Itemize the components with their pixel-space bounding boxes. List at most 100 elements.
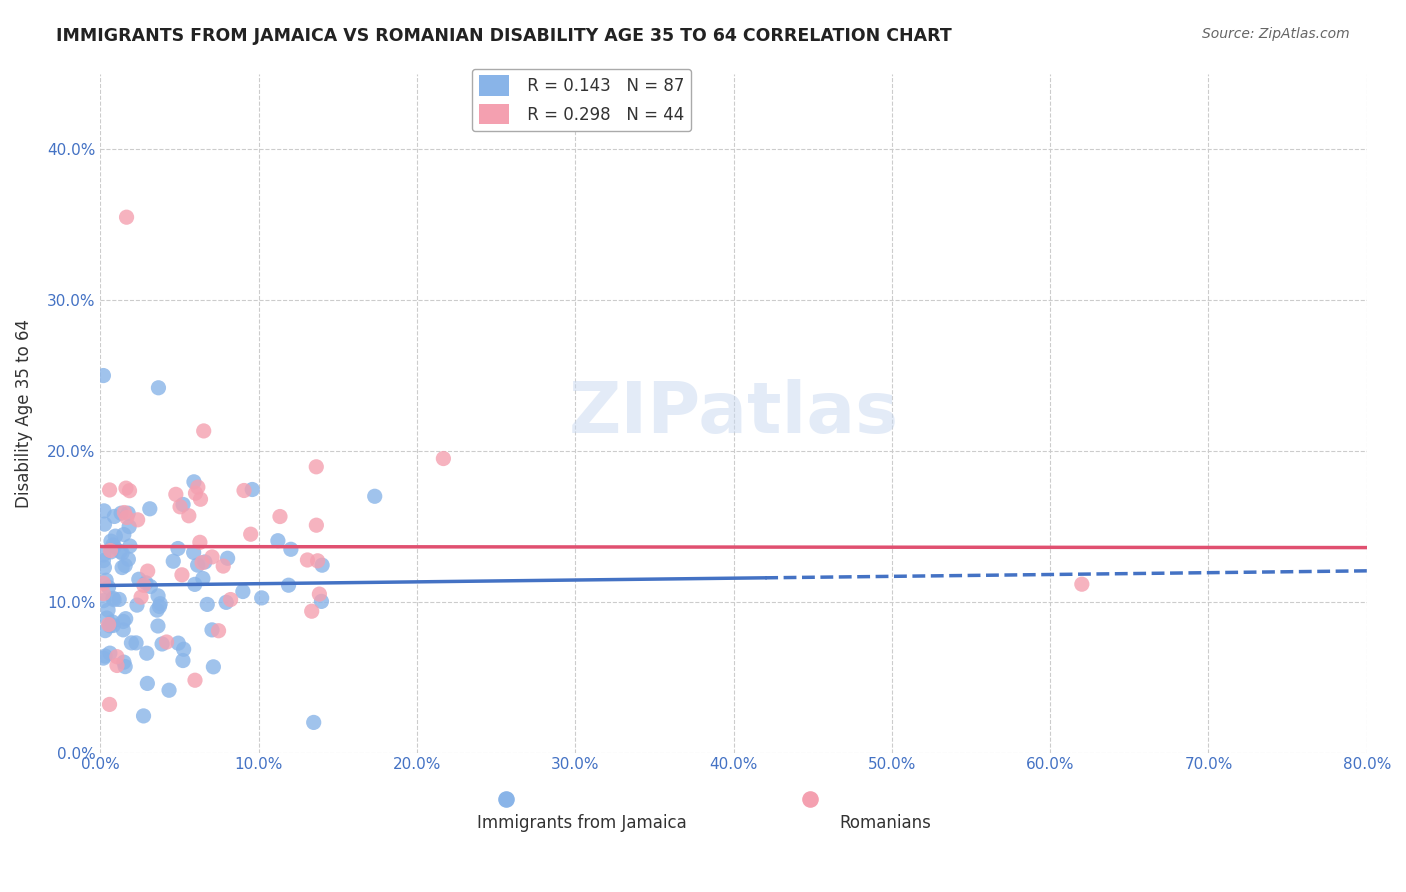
- Point: [97, 603, 120, 617]
- Point: [112, 623, 135, 637]
- Point: [149, 597, 172, 611]
- Point: [280, 542, 302, 557]
- Point: [93, 517, 115, 532]
- Point: [167, 636, 190, 650]
- Point: [305, 518, 328, 533]
- Point: [207, 624, 229, 638]
- Point: [136, 564, 159, 578]
- Point: [103, 540, 125, 554]
- Point: [187, 558, 209, 573]
- Point: [98, 646, 121, 660]
- Point: [118, 539, 141, 553]
- Point: [195, 598, 218, 612]
- Point: [132, 709, 155, 723]
- Point: [93, 576, 115, 591]
- Point: [217, 551, 239, 566]
- Point: [183, 545, 205, 559]
- Point: [118, 519, 141, 533]
- Point: [183, 475, 205, 489]
- Point: [150, 637, 173, 651]
- Point: [146, 619, 169, 633]
- Point: [93, 593, 115, 607]
- Point: [105, 649, 128, 664]
- Point: [297, 553, 319, 567]
- Point: [98, 698, 121, 712]
- Point: [117, 552, 139, 566]
- Point: [184, 577, 207, 591]
- Point: [162, 554, 184, 568]
- Point: [103, 592, 125, 607]
- Point: [148, 599, 170, 614]
- Point: [188, 535, 211, 549]
- Text: Source: ZipAtlas.com: Source: ZipAtlas.com: [1202, 27, 1350, 41]
- Point: [307, 554, 329, 568]
- Point: [146, 603, 169, 617]
- Point: [432, 451, 454, 466]
- Legend:  R = 0.143   N = 87,  R = 0.298   N = 44: R = 0.143 N = 87, R = 0.298 N = 44: [472, 69, 692, 131]
- Point: [190, 492, 212, 507]
- Point: [157, 683, 180, 698]
- Point: [128, 572, 150, 586]
- Point: [93, 368, 115, 383]
- Point: [105, 658, 128, 673]
- Point: [170, 567, 193, 582]
- Point: [201, 549, 224, 564]
- Point: [93, 587, 115, 601]
- Point: [177, 508, 200, 523]
- Point: [184, 673, 207, 688]
- Point: [187, 480, 209, 494]
- Point: [277, 578, 299, 592]
- Point: [115, 510, 138, 524]
- Point: [100, 534, 122, 549]
- Point: [155, 635, 177, 649]
- Point: [269, 509, 291, 524]
- Point: [148, 381, 170, 395]
- Point: [212, 559, 235, 574]
- Point: [112, 615, 135, 629]
- Point: [136, 676, 159, 690]
- Point: [100, 543, 122, 558]
- Text: Immigrants from Jamaica: Immigrants from Jamaica: [477, 814, 686, 831]
- Point: [139, 580, 162, 594]
- Point: [117, 506, 139, 520]
- Point: [191, 556, 214, 570]
- Point: [250, 591, 273, 605]
- Point: [240, 483, 263, 497]
- Point: [114, 558, 136, 573]
- Point: [108, 592, 131, 607]
- Point: [111, 560, 134, 574]
- Point: [93, 651, 115, 665]
- Point: [184, 486, 207, 500]
- Point: [191, 572, 214, 586]
- Point: [101, 538, 124, 552]
- Point: [172, 654, 194, 668]
- Point: [115, 210, 138, 224]
- Point: [118, 483, 141, 498]
- Point: [135, 575, 157, 590]
- Point: [308, 587, 330, 601]
- Point: [97, 617, 120, 632]
- Point: [127, 513, 149, 527]
- Point: [112, 655, 135, 669]
- Point: [112, 527, 135, 541]
- Point: [101, 615, 124, 629]
- Point: [301, 604, 323, 618]
- Point: [194, 555, 217, 569]
- Point: [172, 498, 194, 512]
- Point: [114, 612, 136, 626]
- Point: [103, 509, 125, 524]
- Point: [232, 584, 254, 599]
- Point: [976, 848, 998, 863]
- Point: [120, 636, 142, 650]
- Point: [173, 642, 195, 657]
- Point: [135, 646, 157, 660]
- Point: [104, 529, 127, 543]
- Point: [101, 591, 124, 606]
- Point: [193, 424, 215, 438]
- Point: [201, 623, 224, 637]
- Point: [110, 544, 132, 558]
- Point: [146, 589, 169, 603]
- Point: [93, 553, 115, 567]
- Point: [110, 506, 132, 520]
- Point: [239, 527, 262, 541]
